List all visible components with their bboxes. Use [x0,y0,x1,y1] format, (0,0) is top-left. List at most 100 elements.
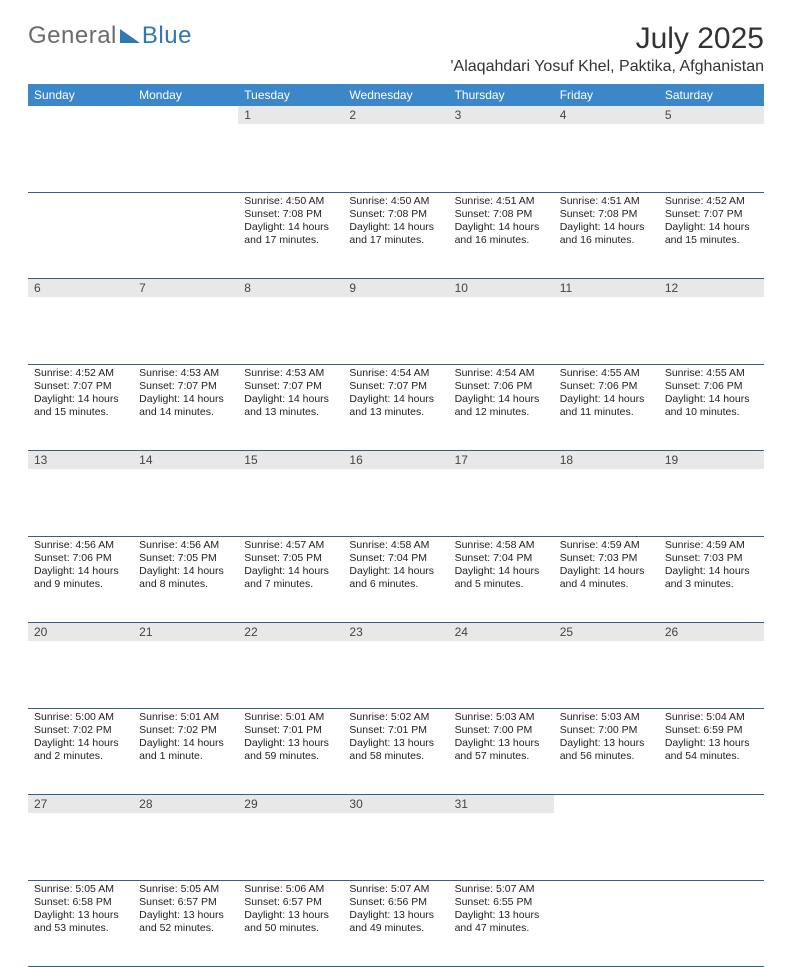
day-cell: Sunrise: 5:01 AMSunset: 7:01 PMDaylight:… [238,708,343,794]
day-number: 19 [659,451,764,469]
day-details: Sunrise: 4:58 AMSunset: 7:04 PMDaylight:… [343,537,448,596]
day-number: 27 [28,795,133,813]
day-details: Sunrise: 5:01 AMSunset: 7:02 PMDaylight:… [133,709,238,768]
day-cell: Sunrise: 4:59 AMSunset: 7:03 PMDaylight:… [554,536,659,622]
day-details: Sunrise: 5:05 AMSunset: 6:57 PMDaylight:… [133,881,238,940]
brand-part2: Blue [142,22,192,50]
day-content-row: Sunrise: 4:50 AMSunset: 7:08 PMDaylight:… [28,192,764,278]
day-cell: Sunrise: 4:59 AMSunset: 7:03 PMDaylight:… [659,536,764,622]
day-details: Sunrise: 4:52 AMSunset: 7:07 PMDaylight:… [28,365,133,424]
day-number: 8 [238,279,343,297]
brand-logo: General Blue [28,22,192,50]
day-number: 2 [343,106,448,124]
day-cell: Sunrise: 5:01 AMSunset: 7:02 PMDaylight:… [133,708,238,794]
day-number: 30 [343,795,448,813]
day-number: 17 [449,451,554,469]
day-details: Sunrise: 4:53 AMSunset: 7:07 PMDaylight:… [133,365,238,424]
day-cell [554,880,659,966]
day-cell: Sunrise: 4:55 AMSunset: 7:06 PMDaylight:… [659,364,764,450]
day-details: Sunrise: 5:02 AMSunset: 7:01 PMDaylight:… [343,709,448,768]
weekday-header-row: SundayMondayTuesdayWednesdayThursdayFrid… [28,84,764,106]
day-number: 5 [659,106,764,124]
day-details: Sunrise: 4:50 AMSunset: 7:08 PMDaylight:… [238,193,343,252]
day-number: 26 [659,623,764,641]
weekday-header: Wednesday [343,84,448,106]
day-number-row: 12345 [28,106,764,192]
day-number: 14 [133,451,238,469]
day-cell: Sunrise: 4:54 AMSunset: 7:07 PMDaylight:… [343,364,448,450]
day-content-row: Sunrise: 5:05 AMSunset: 6:58 PMDaylight:… [28,880,764,966]
weekday-header: Monday [133,84,238,106]
location-text: 'Alaqahdari Yosuf Khel, Paktika, Afghani… [451,58,765,76]
day-content-row: Sunrise: 4:52 AMSunset: 7:07 PMDaylight:… [28,364,764,450]
day-cell: Sunrise: 4:51 AMSunset: 7:08 PMDaylight:… [554,192,659,278]
day-details: Sunrise: 5:04 AMSunset: 6:59 PMDaylight:… [659,709,764,768]
day-number-row: 6789101112 [28,278,764,364]
day-number: 4 [554,106,659,124]
day-cell: Sunrise: 4:56 AMSunset: 7:06 PMDaylight:… [28,536,133,622]
day-details: Sunrise: 5:05 AMSunset: 6:58 PMDaylight:… [28,881,133,940]
day-number: 25 [554,623,659,641]
day-cell: Sunrise: 5:05 AMSunset: 6:58 PMDaylight:… [28,880,133,966]
day-cell: Sunrise: 5:03 AMSunset: 7:00 PMDaylight:… [554,708,659,794]
day-cell: Sunrise: 5:04 AMSunset: 6:59 PMDaylight:… [659,708,764,794]
day-number: 20 [28,623,133,641]
weekday-header: Tuesday [238,84,343,106]
day-number: 21 [133,623,238,641]
day-cell [28,192,133,278]
day-details: Sunrise: 4:54 AMSunset: 7:07 PMDaylight:… [343,365,448,424]
day-number: 3 [449,106,554,124]
day-details: Sunrise: 4:54 AMSunset: 7:06 PMDaylight:… [449,365,554,424]
day-number: 28 [133,795,238,813]
day-number: 13 [28,451,133,469]
day-number: 23 [343,623,448,641]
day-number-row: 2728293031 [28,794,764,880]
weekday-header: Friday [554,84,659,106]
day-details: Sunrise: 4:51 AMSunset: 7:08 PMDaylight:… [554,193,659,252]
day-details: Sunrise: 4:50 AMSunset: 7:08 PMDaylight:… [343,193,448,252]
day-cell: Sunrise: 4:50 AMSunset: 7:08 PMDaylight:… [238,192,343,278]
day-details: Sunrise: 4:55 AMSunset: 7:06 PMDaylight:… [554,365,659,424]
day-number-row: 20212223242526 [28,622,764,708]
day-content-row: Sunrise: 5:00 AMSunset: 7:02 PMDaylight:… [28,708,764,794]
day-number [554,795,659,813]
day-number [133,106,238,124]
day-number: 6 [28,279,133,297]
day-cell [133,192,238,278]
month-title: July 2025 [451,22,765,56]
day-details: Sunrise: 5:03 AMSunset: 7:00 PMDaylight:… [554,709,659,768]
day-details: Sunrise: 4:57 AMSunset: 7:05 PMDaylight:… [238,537,343,596]
day-cell: Sunrise: 5:00 AMSunset: 7:02 PMDaylight:… [28,708,133,794]
day-details: Sunrise: 4:51 AMSunset: 7:08 PMDaylight:… [449,193,554,252]
day-cell: Sunrise: 4:53 AMSunset: 7:07 PMDaylight:… [238,364,343,450]
day-number [28,106,133,124]
day-details: Sunrise: 4:52 AMSunset: 7:07 PMDaylight:… [659,193,764,252]
day-details: Sunrise: 4:56 AMSunset: 7:06 PMDaylight:… [28,537,133,596]
day-details: Sunrise: 5:03 AMSunset: 7:00 PMDaylight:… [449,709,554,768]
day-number: 22 [238,623,343,641]
day-cell: Sunrise: 4:50 AMSunset: 7:08 PMDaylight:… [343,192,448,278]
day-cell: Sunrise: 4:58 AMSunset: 7:04 PMDaylight:… [343,536,448,622]
calendar-table: SundayMondayTuesdayWednesdayThursdayFrid… [28,84,764,967]
day-cell: Sunrise: 4:58 AMSunset: 7:04 PMDaylight:… [449,536,554,622]
day-cell: Sunrise: 5:03 AMSunset: 7:00 PMDaylight:… [449,708,554,794]
day-number: 7 [133,279,238,297]
day-details: Sunrise: 4:55 AMSunset: 7:06 PMDaylight:… [659,365,764,424]
day-number-row: 13141516171819 [28,450,764,536]
day-details: Sunrise: 4:58 AMSunset: 7:04 PMDaylight:… [449,537,554,596]
day-cell: Sunrise: 4:51 AMSunset: 7:08 PMDaylight:… [449,192,554,278]
header: General Blue July 2025 'Alaqahdari Yosuf… [28,22,764,82]
day-cell: Sunrise: 5:06 AMSunset: 6:57 PMDaylight:… [238,880,343,966]
day-cell: Sunrise: 4:55 AMSunset: 7:06 PMDaylight:… [554,364,659,450]
day-cell [659,880,764,966]
day-details: Sunrise: 4:53 AMSunset: 7:07 PMDaylight:… [238,365,343,424]
day-number: 29 [238,795,343,813]
day-details: Sunrise: 4:59 AMSunset: 7:03 PMDaylight:… [659,537,764,596]
day-details: Sunrise: 5:06 AMSunset: 6:57 PMDaylight:… [238,881,343,940]
day-details: Sunrise: 5:07 AMSunset: 6:56 PMDaylight:… [343,881,448,940]
brand-triangle-icon [120,27,140,43]
day-details: Sunrise: 5:01 AMSunset: 7:01 PMDaylight:… [238,709,343,768]
day-number: 31 [449,795,554,813]
day-details: Sunrise: 4:56 AMSunset: 7:05 PMDaylight:… [133,537,238,596]
day-cell: Sunrise: 5:02 AMSunset: 7:01 PMDaylight:… [343,708,448,794]
